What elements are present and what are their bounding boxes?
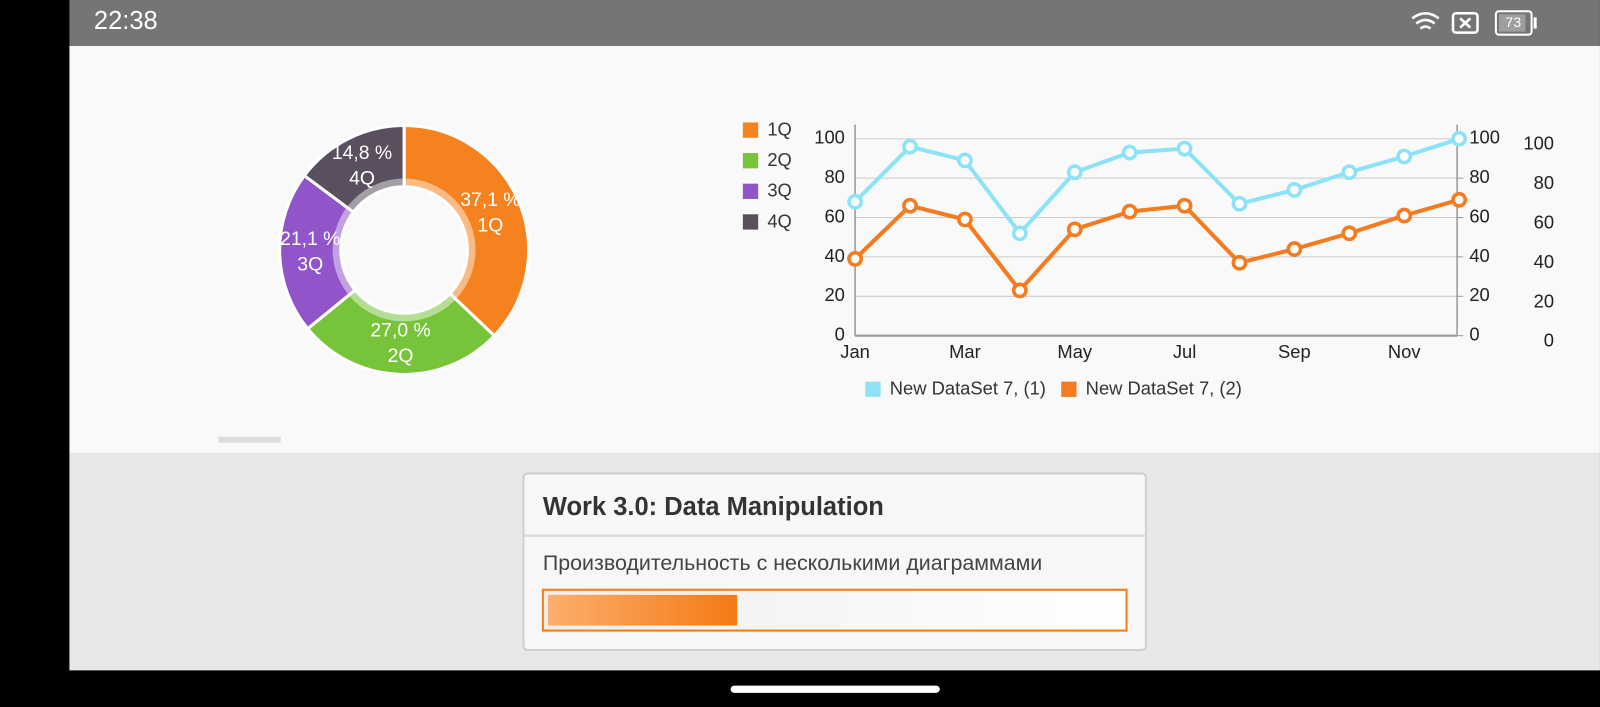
legend-swatch (742, 214, 759, 230)
series-line (853, 197, 1460, 293)
x-tick-label: Mar (949, 341, 981, 362)
pie-slice (302, 123, 406, 215)
legend-label: 1Q (767, 118, 792, 139)
x-tick-label: Jan (840, 341, 870, 362)
data-point (1176, 197, 1193, 214)
slice-value-label: 37,1 % (460, 189, 520, 211)
y-tick-label: 20 (824, 284, 844, 305)
wifi-icon (1411, 11, 1440, 30)
legend-swatch (742, 153, 759, 169)
y3-tick-label: 0 (1544, 330, 1554, 351)
legend-label: New DataSet 7, (2) (1086, 378, 1242, 399)
card-subtitle: Производительность с несколькими диаграм… (543, 551, 1042, 575)
data-point (902, 197, 918, 214)
series-line (853, 136, 1460, 236)
data-point (1011, 225, 1028, 242)
legend-label: 2Q (767, 149, 792, 170)
slice-value-label: 27,0 % (370, 320, 430, 342)
status-bar (69, 0, 1600, 46)
y2-tick-label: 0 (1469, 324, 1479, 345)
data-point (1341, 225, 1358, 242)
sim-icon-x (1459, 17, 1472, 29)
data-point (902, 138, 918, 155)
legend-label: 4Q (767, 210, 792, 231)
y-tick-label: 0 (835, 324, 845, 345)
home-handle[interactable] (730, 685, 940, 693)
data-point (957, 152, 973, 169)
battery-icon (1494, 10, 1533, 36)
y3-tick-label: 60 (1534, 212, 1554, 233)
data-point (1451, 130, 1468, 147)
x-tick-label: Nov (1388, 341, 1421, 362)
battery-text: 73 (1505, 15, 1521, 31)
y2-tick-label: 40 (1469, 245, 1489, 266)
card-title: Work 3.0: Data Manipulation (543, 493, 884, 521)
y2-tick-label: 100 (1469, 127, 1500, 148)
slice-value-label: 14,8 % (332, 142, 392, 164)
data-point (1121, 203, 1138, 220)
data-point (1176, 140, 1193, 157)
y2-tick-label: 60 (1469, 205, 1489, 226)
pie-slice (305, 287, 497, 376)
y2-tick-label: 20 (1469, 284, 1489, 305)
donut-inner-ring (332, 178, 476, 322)
slice-category-label: 4Q (349, 167, 375, 189)
slice-category-label: 3Q (297, 253, 323, 275)
slice-category-label: 1Q (477, 214, 503, 236)
pie-slice (278, 173, 358, 331)
y3-tick-label: 80 (1534, 172, 1554, 193)
battery-tip (1533, 17, 1537, 29)
data-point (847, 250, 864, 267)
data-point (1341, 164, 1358, 181)
battery-level (1498, 14, 1526, 32)
pie-slice (402, 123, 531, 338)
data-point (1286, 241, 1303, 257)
legend-swatch (742, 183, 759, 199)
data-point (957, 211, 973, 228)
y-tick-label: 60 (824, 205, 844, 226)
y3-tick-label: 100 (1523, 133, 1554, 154)
data-point (1121, 144, 1138, 161)
data-point (847, 193, 864, 210)
data-point (1451, 191, 1468, 208)
y2-tick-label: 80 (1469, 166, 1489, 187)
legend-label: New DataSet 7, (1) (890, 378, 1046, 399)
y-tick-label: 40 (824, 245, 844, 266)
data-point (1396, 207, 1413, 224)
y-tick-label: 80 (824, 166, 844, 187)
sim-icon (1451, 11, 1479, 34)
data-point (1231, 195, 1248, 212)
data-point (1066, 164, 1083, 181)
legend-swatch (1061, 381, 1077, 397)
data-point (1396, 148, 1413, 165)
progress-fill (547, 594, 738, 626)
data-point (1066, 221, 1083, 238)
data-point (1011, 282, 1028, 299)
y3-tick-label: 40 (1534, 251, 1554, 272)
slice-category-label: 2Q (388, 345, 414, 367)
x-tick-label: Jul (1173, 341, 1196, 362)
legend-label: 3Q (767, 180, 792, 201)
data-point (1286, 182, 1303, 198)
data-point (1231, 254, 1248, 271)
slice-value-label: 21,1 % (280, 228, 340, 250)
y-tick-label: 100 (814, 127, 845, 148)
legend-swatch (865, 381, 881, 397)
scroll-indicator (218, 436, 281, 443)
x-tick-label: Sep (1278, 341, 1311, 362)
clock: 22:38 (94, 7, 158, 35)
y3-tick-label: 20 (1534, 290, 1554, 311)
x-tick-label: May (1057, 341, 1093, 362)
legend-swatch (742, 122, 759, 138)
